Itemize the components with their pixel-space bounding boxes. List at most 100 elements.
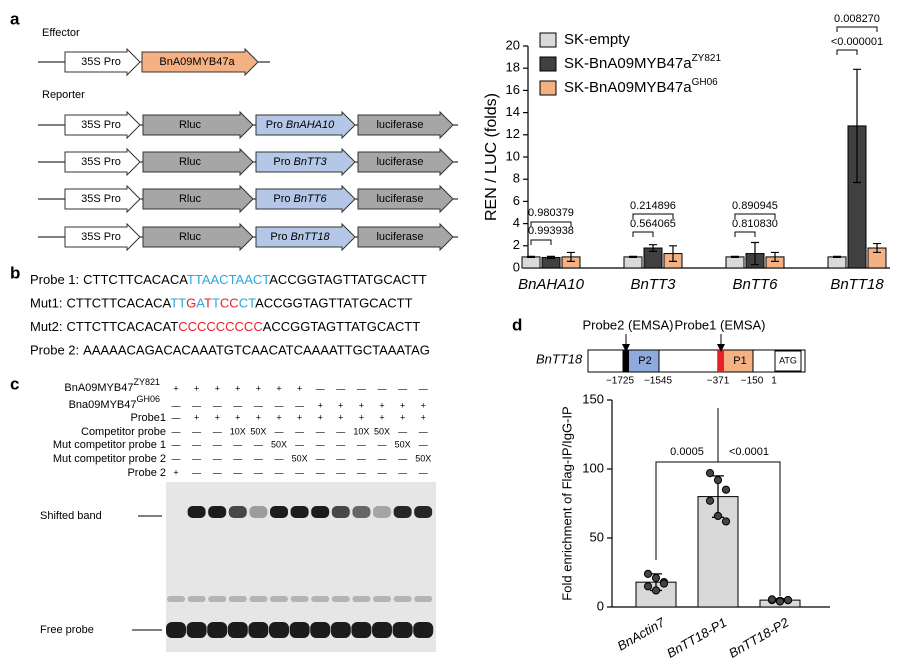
emsa-cell: + (173, 467, 178, 477)
y-axis-label: Fold enrichment of Flag-IP/IgG-IP (559, 406, 574, 600)
luciferase-label: luciferase (376, 231, 423, 243)
bracket (836, 49, 858, 55)
emsa-cell: 50X (292, 453, 308, 463)
emsa-cell: — (295, 426, 304, 436)
emsa-cell: — (254, 467, 263, 477)
data-point (783, 596, 793, 605)
promoter-label: Pro BnTT6 (273, 193, 327, 205)
band (270, 506, 288, 518)
probe-site (623, 350, 629, 372)
data-point (651, 573, 661, 583)
pro-label: Pro (270, 231, 287, 243)
emsa-row-label: Probe1 (131, 412, 166, 424)
emsa-cell: — (275, 400, 284, 410)
sequence-segment: ACCGGTAGTTATGCACTT (255, 296, 412, 311)
band (413, 622, 434, 638)
position-label: −1545 (644, 376, 673, 387)
error-bar (853, 68, 861, 184)
emsa-cell: + (338, 400, 343, 410)
band (249, 506, 268, 518)
emsa-cell: — (172, 412, 181, 422)
p-value: 0.214896 (630, 200, 676, 212)
x-tick-label: BnTT6 (732, 276, 778, 293)
sequence-segment: A (196, 296, 205, 311)
emsa-cell: — (378, 439, 387, 449)
emsa-cell: — (357, 439, 366, 449)
band (249, 596, 268, 602)
promoter-label: 35S Pro (81, 119, 121, 131)
legend-name: SK-BnA09MYB47a (564, 55, 692, 72)
emsa-cell: — (419, 439, 428, 449)
promoter-region (587, 349, 806, 373)
band (352, 596, 371, 602)
data-point (713, 511, 723, 521)
x-tick-label: BnTT18-P1 (664, 615, 729, 661)
error-bar (629, 255, 637, 259)
emsa-cell: — (419, 467, 428, 477)
sequence-segment: G (186, 296, 196, 311)
bracket (836, 26, 878, 32)
y-tick-label: 16 (506, 82, 520, 97)
band (290, 506, 309, 518)
pro-label: Pro (266, 119, 283, 131)
band (187, 596, 206, 602)
emsa-cell: — (233, 439, 242, 449)
y-tick-label: 12 (506, 126, 520, 141)
probe-site (718, 350, 724, 372)
data-point (643, 569, 653, 578)
emsa-cell: + (235, 412, 240, 422)
sequence-label: Probe 2: (30, 343, 79, 358)
emsa-cell: 10X (230, 426, 246, 436)
row-name: Mut competitor probe 2 (53, 453, 166, 465)
sequence: Probe 1: CTTCTTCACACATTAACTAACTACCGGTAGTT… (30, 272, 427, 287)
band-label: Free probe (40, 624, 94, 636)
y-tick-label: 18 (506, 60, 520, 75)
y-tick-label: 8 (513, 171, 520, 186)
emsa-cell: — (295, 439, 304, 449)
emsa-cell: + (400, 400, 405, 410)
emsa-cell: — (378, 383, 387, 393)
row-name: Probe 2 (127, 467, 166, 479)
emsa-cell: — (254, 439, 263, 449)
rluc-label: Rluc (179, 119, 202, 131)
sequence-segment: ACCGGTAGTTATGCACTT (263, 319, 420, 334)
gene-label: BnA09MYB47a (159, 56, 235, 68)
row-name: Competitor probe (81, 426, 166, 438)
emsa-cell: — (378, 453, 387, 463)
band (186, 622, 207, 638)
sequence-segment: ACCGGTAGTTATGCACTT (269, 272, 426, 287)
emsa-row-label: BnA09MYB47ZY821 (64, 377, 160, 394)
luciferase-label: luciferase (376, 119, 423, 131)
band (208, 506, 227, 518)
bar (827, 256, 847, 269)
promoter-label: 35S Pro (81, 193, 121, 205)
band (290, 596, 309, 602)
luciferase-arrow (357, 184, 454, 214)
row-name: Mut competitor probe 1 (53, 439, 166, 451)
emsa-row-label: Probe 2 (127, 467, 166, 479)
row-name: Probe1 (131, 412, 166, 424)
error-bar (873, 242, 881, 254)
y-tick-label: 100 (582, 460, 604, 475)
bracket (632, 213, 674, 219)
y-tick-label: 14 (506, 104, 520, 119)
bracket (530, 221, 572, 227)
band (228, 506, 247, 518)
emsa-cell: + (235, 383, 240, 393)
p-value: 0.008270 (834, 13, 880, 25)
emsa-cell: — (254, 400, 263, 410)
emsa-cell: — (316, 426, 325, 436)
band (372, 622, 392, 638)
sequence-segment: T (204, 296, 212, 311)
position-label: 1 (771, 376, 777, 387)
panel-label: a (10, 9, 20, 28)
promoter-arrow (64, 110, 141, 140)
sequence: Mut1: CTTCTTCACACATTGATTCCCTACCGGTAGTTATG… (30, 296, 413, 311)
effector-title: Effector (42, 27, 80, 39)
emsa-cell: 50X (271, 439, 287, 449)
emsa-cell: — (213, 467, 222, 477)
y-tick-label: 0 (597, 598, 604, 613)
y-tick-label: 2 (513, 237, 520, 252)
luciferase-arrow (357, 110, 454, 140)
